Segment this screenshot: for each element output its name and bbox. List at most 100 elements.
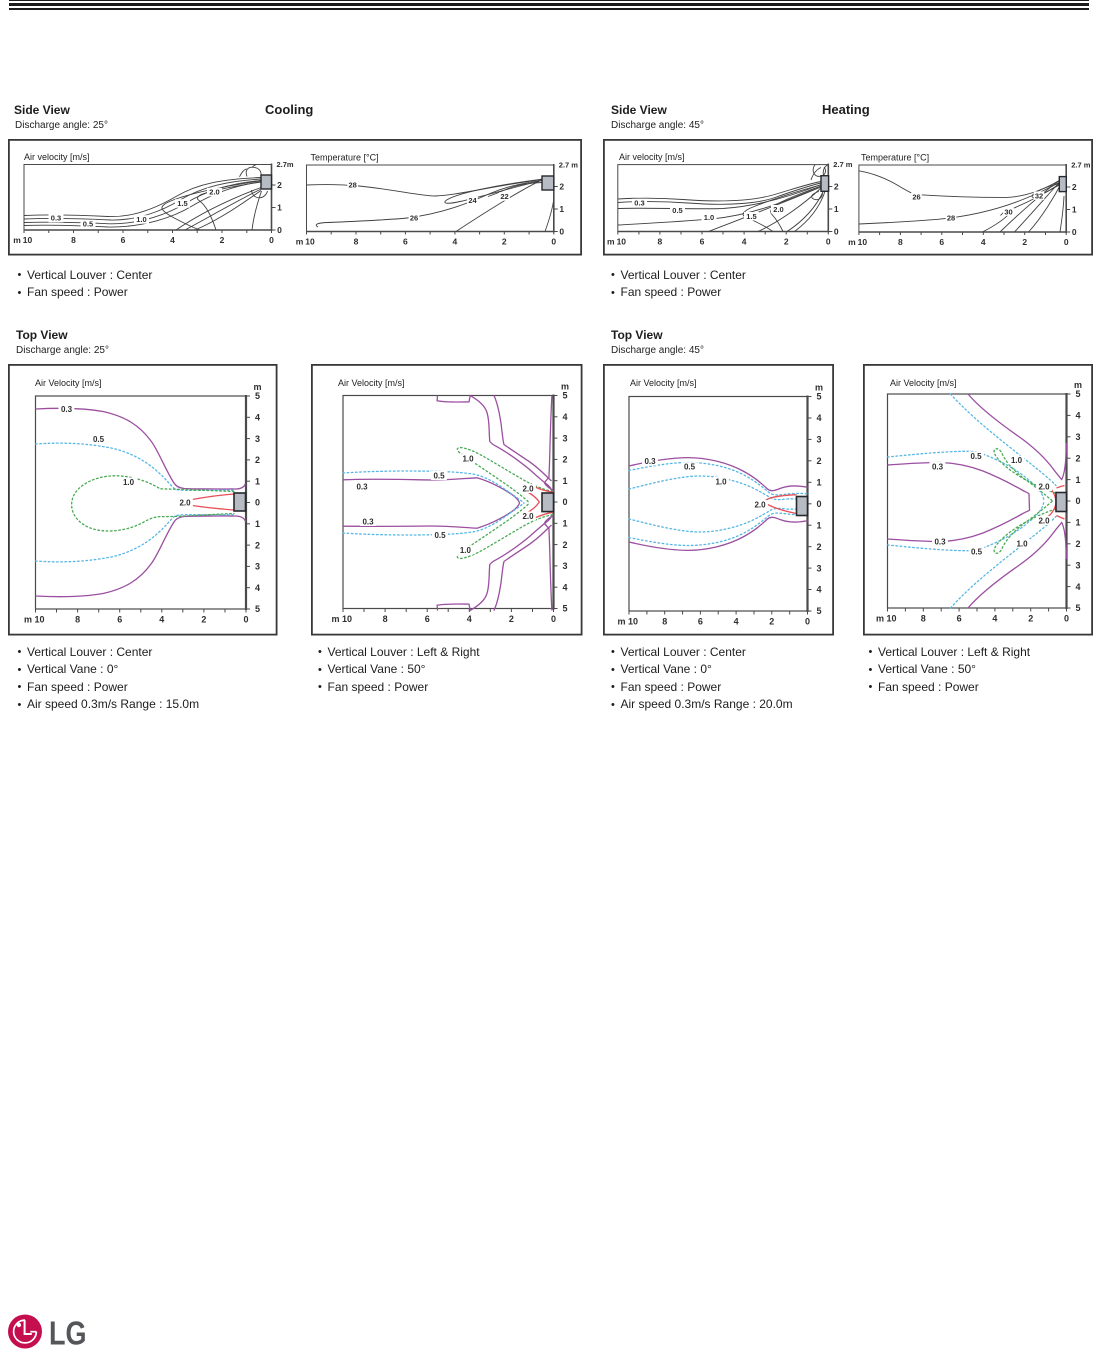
svg-text:2: 2 [220,235,225,245]
svg-text:6: 6 [939,237,944,247]
svg-text:4: 4 [1075,411,1080,421]
svg-text:6: 6 [956,614,961,624]
svg-text:0: 0 [559,227,564,237]
svg-text:2: 2 [255,455,260,465]
svg-text:1: 1 [562,519,567,529]
svg-text:4: 4 [453,237,458,247]
svg-text:2.7 m: 2.7 m [1071,161,1091,170]
svg-text:2.0: 2.0 [754,500,766,509]
svg-text:28: 28 [946,213,954,222]
svg-text:2.0: 2.0 [209,188,219,197]
svg-text:m: m [848,237,856,247]
svg-text:10: 10 [305,237,315,247]
svg-text:0: 0 [1071,227,1076,237]
svg-text:0.3: 0.3 [51,214,61,223]
svg-text:Temperature [°C]: Temperature [°C] [861,153,929,163]
svg-text:1.0: 1.0 [462,455,474,464]
svg-text:6: 6 [699,237,704,247]
svg-text:0.3: 0.3 [934,537,946,546]
svg-text:2: 2 [783,237,788,247]
svg-text:2: 2 [562,540,567,550]
svg-text:8: 8 [75,615,80,625]
svg-text:24: 24 [468,196,477,205]
svg-text:3: 3 [255,562,260,572]
svg-text:2.0: 2.0 [179,498,191,507]
svg-text:4: 4 [733,617,738,627]
svg-text:0.5: 0.5 [434,531,446,540]
svg-text:3: 3 [1075,432,1080,442]
svg-text:10: 10 [342,614,352,624]
svg-text:3: 3 [1075,560,1080,570]
svg-text:0.3: 0.3 [362,517,374,526]
svg-text:1.0: 1.0 [136,215,146,224]
svg-text:2.7 m: 2.7 m [833,160,853,169]
svg-text:0: 0 [562,497,567,507]
svg-text:0: 0 [1075,496,1080,506]
svg-text:1.0: 1.0 [1016,539,1028,548]
svg-text:4: 4 [255,413,260,423]
svg-text:8: 8 [71,235,76,245]
svg-text:Air velocity [m/s]: Air velocity [m/s] [24,152,90,162]
svg-text:6: 6 [117,615,122,625]
svg-text:6: 6 [403,237,408,247]
svg-text:2: 2 [816,456,821,466]
svg-text:Temperature [°C]: Temperature [°C] [311,153,379,163]
svg-text:26: 26 [410,214,418,223]
svg-text:1.5: 1.5 [177,199,187,208]
svg-text:2.7 m: 2.7 m [559,161,579,170]
svg-text:2: 2 [816,542,821,552]
svg-text:1: 1 [1075,475,1080,485]
svg-text:m: m [875,614,883,624]
svg-text:4: 4 [467,614,472,624]
svg-text:Air velocity [m/s]: Air velocity [m/s] [619,152,685,162]
svg-text:2: 2 [255,540,260,550]
svg-text:2: 2 [769,617,774,627]
svg-text:30: 30 [1004,207,1012,216]
svg-text:1.0: 1.0 [715,477,727,486]
svg-text:0.5: 0.5 [93,435,105,444]
svg-text:10: 10 [857,237,867,247]
svg-text:8: 8 [354,237,359,247]
svg-text:0: 0 [255,498,260,508]
svg-text:4: 4 [159,615,164,625]
svg-text:10: 10 [23,235,33,245]
svg-text:0: 0 [833,227,838,237]
svg-text:4: 4 [562,582,567,592]
svg-text:2.0: 2.0 [522,484,534,493]
svg-text:2: 2 [833,182,838,192]
svg-text:1: 1 [1075,518,1080,528]
svg-text:4: 4 [741,237,746,247]
svg-text:10: 10 [627,617,637,627]
svg-text:Air Velocity [m/s]: Air Velocity [m/s] [338,378,405,388]
svg-text:3: 3 [816,435,821,445]
svg-text:4: 4 [992,614,997,624]
svg-text:Air Velocity [m/s]: Air Velocity [m/s] [35,378,102,388]
svg-text:3: 3 [562,561,567,571]
svg-text:2: 2 [502,237,507,247]
svg-text:m: m [561,382,569,392]
svg-text:1: 1 [562,476,567,486]
svg-text:3: 3 [255,434,260,444]
svg-text:0.5: 0.5 [672,206,682,215]
svg-text:3: 3 [562,433,567,443]
svg-text:2: 2 [562,455,567,465]
svg-text:2: 2 [1075,539,1080,549]
svg-text:26: 26 [912,193,920,202]
svg-text:m: m [814,383,822,393]
svg-text:1: 1 [255,476,260,486]
svg-text:2.0: 2.0 [1038,516,1050,525]
svg-text:0.5: 0.5 [83,220,93,229]
svg-text:1: 1 [816,520,821,530]
svg-text:2: 2 [1075,453,1080,463]
svg-text:8: 8 [662,617,667,627]
svg-text:5: 5 [1075,389,1080,399]
svg-text:4: 4 [816,413,821,423]
svg-text:2: 2 [559,182,564,192]
svg-text:2.0: 2.0 [773,205,783,214]
svg-text:2: 2 [1022,237,1027,247]
svg-text:4: 4 [562,412,567,422]
svg-text:1.0: 1.0 [1010,456,1022,465]
svg-text:m: m [253,382,261,392]
svg-text:0.3: 0.3 [634,199,644,208]
svg-text:0: 0 [1063,237,1068,247]
